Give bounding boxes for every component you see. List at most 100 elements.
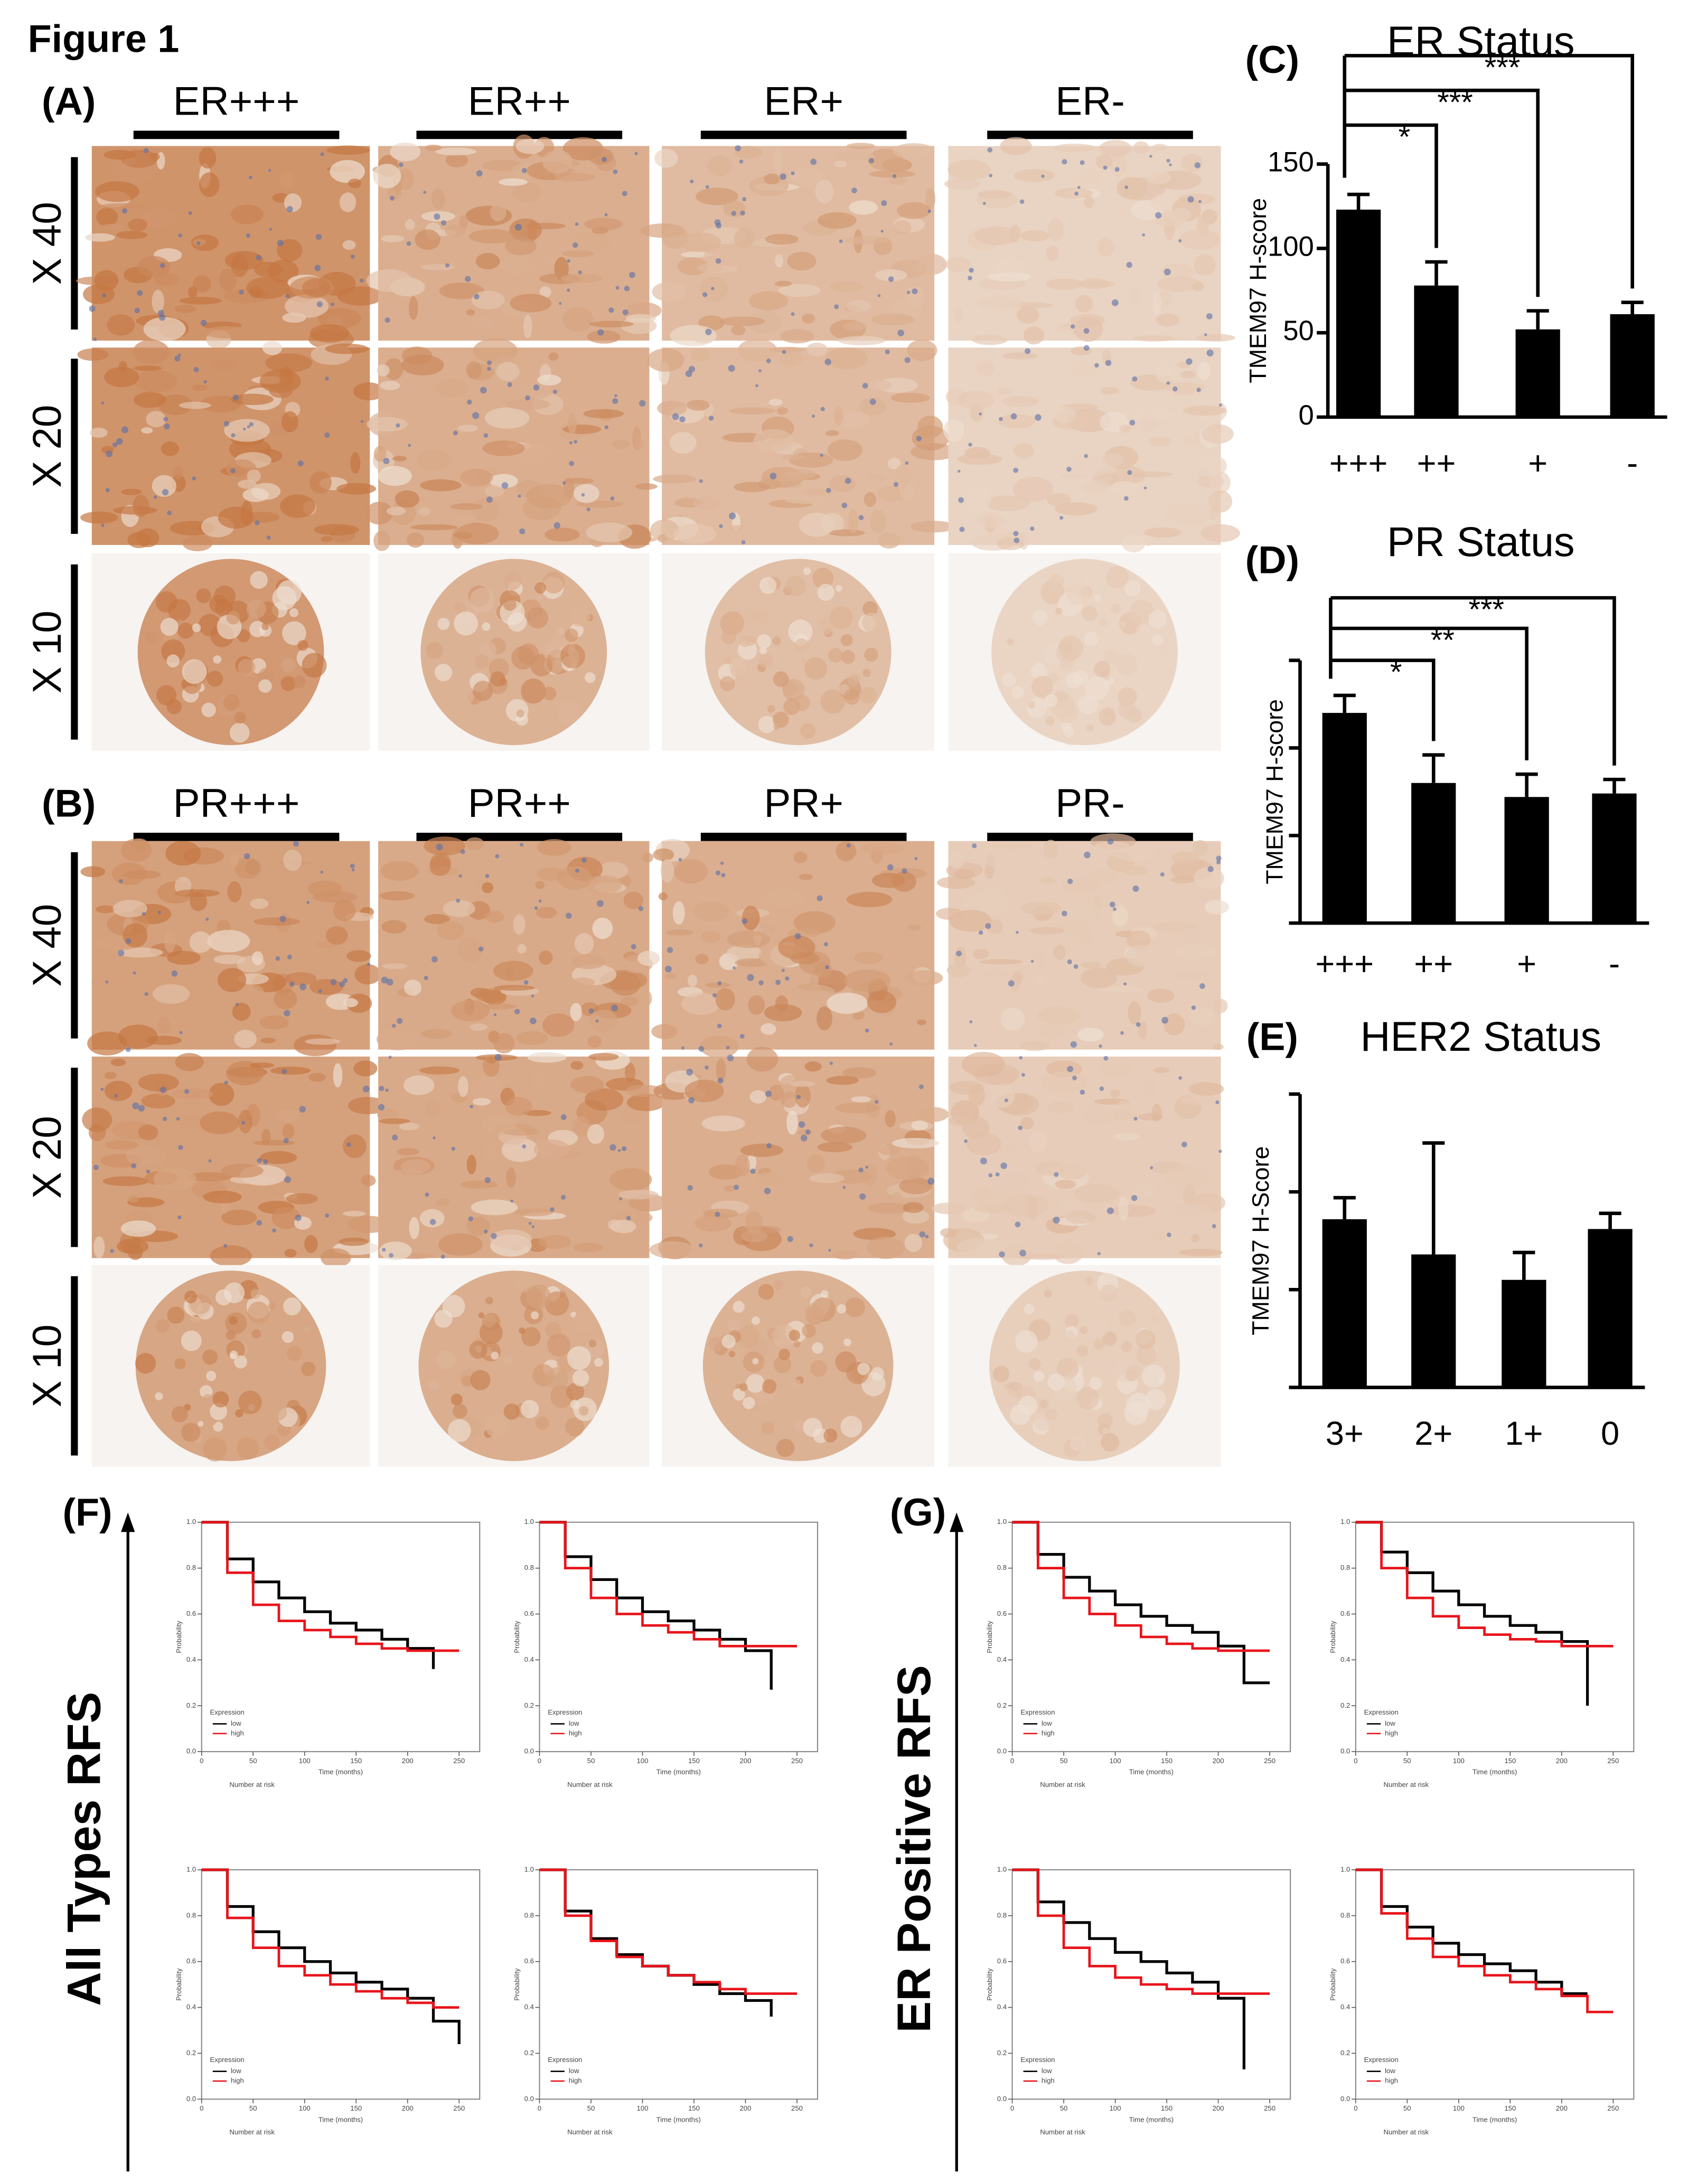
tissue-texture: [1066, 454, 1109, 478]
tissue-texture: [740, 1143, 784, 1157]
significance-label: ***: [1468, 593, 1504, 627]
tissue-texture: [1194, 254, 1216, 276]
micrograph: [376, 836, 660, 1054]
nucleus: [286, 205, 293, 213]
nucleus: [715, 870, 721, 876]
tissue-texture: [893, 143, 935, 158]
nucleus: [1070, 1041, 1077, 1048]
tissue-texture: [454, 611, 478, 636]
nucleus: [102, 293, 107, 298]
tissue-texture: [1053, 1242, 1083, 1264]
tissue-texture: [681, 993, 720, 1015]
tissue-texture: [409, 1217, 419, 1239]
tissue-texture: [817, 212, 857, 229]
tissue-texture: [832, 1250, 858, 1260]
tissue-texture: [1015, 1330, 1038, 1353]
tissue-texture: [293, 1034, 337, 1057]
tissue-texture: [1173, 945, 1218, 958]
nucleus: [1206, 349, 1214, 356]
tissue-texture: [482, 882, 494, 893]
tissue-texture: [482, 1314, 496, 1328]
tissue-texture: [862, 669, 871, 677]
tissue-texture: [1054, 502, 1098, 516]
legend-title: Expression: [1364, 2056, 1399, 2064]
tissue-texture: [436, 920, 465, 940]
nucleus: [731, 211, 737, 216]
tissue-texture: [1102, 1331, 1117, 1346]
nucleus: [467, 399, 472, 405]
legend-label: high: [1042, 1729, 1055, 1737]
tissue-texture: [436, 1350, 455, 1370]
tissue-texture: [790, 984, 835, 1000]
legend-title: Expression: [1364, 1708, 1399, 1716]
nucleus: [534, 906, 538, 910]
tissue-texture: [1030, 927, 1065, 935]
nucleus: [385, 1088, 389, 1092]
tissue-texture: [701, 1115, 745, 1132]
tissue-texture: [944, 178, 980, 190]
tissue-texture: [539, 950, 553, 965]
tissue-texture: [1047, 573, 1064, 590]
tissue-texture: [174, 304, 196, 314]
tissue-texture: [917, 416, 943, 439]
nucleus: [639, 400, 646, 407]
tissue-texture: [189, 931, 212, 953]
tissue-texture: [1047, 1373, 1065, 1391]
error-bar: [1599, 1211, 1621, 1229]
tissue-texture: [1136, 1329, 1156, 1349]
nucleus: [740, 210, 745, 216]
y-tick-label: 0.6: [524, 1957, 534, 1965]
tissue-texture: [825, 430, 839, 436]
tissue-texture: [715, 988, 735, 1011]
tissue-texture: [537, 374, 561, 386]
tissue-texture: [650, 519, 679, 542]
nucleus: [1099, 1086, 1104, 1091]
tissue-texture: [752, 1358, 759, 1364]
tissue-texture: [192, 384, 208, 391]
tissue-texture: [201, 702, 216, 718]
x-axis-label: Time (months): [1129, 1768, 1174, 1776]
nucleus: [284, 1176, 291, 1183]
nucleus: [389, 195, 395, 201]
tissue-texture: [373, 446, 387, 462]
x-tick-label: 200: [402, 1757, 414, 1765]
tissue-texture: [638, 989, 652, 1008]
tissue-texture: [471, 1199, 518, 1216]
tissue-texture: [1133, 335, 1175, 342]
y-axis-label: Probability: [1329, 1968, 1337, 2001]
nucleus: [1070, 324, 1075, 329]
tissue-texture: [343, 998, 359, 1008]
nucleus: [519, 843, 524, 847]
tissue-texture: [120, 839, 152, 862]
tissue-texture: [877, 532, 901, 549]
tissue-texture: [1136, 624, 1149, 636]
nucleus: [893, 482, 898, 487]
tissue-texture: [483, 1003, 517, 1010]
tissue-texture: [1152, 144, 1167, 151]
nucleus: [134, 307, 140, 314]
nucleus: [142, 911, 146, 916]
tissue-texture: [104, 366, 139, 388]
tissue-texture: [221, 1209, 257, 1226]
tissue-texture: [229, 1316, 238, 1325]
error-bar: [1603, 777, 1626, 794]
tissue-texture: [907, 340, 937, 361]
nucleus: [125, 938, 132, 944]
tissue-texture: [535, 881, 545, 889]
y-axis-label: TMEM97 H-score: [1262, 699, 1288, 884]
tissue-texture: [193, 275, 211, 293]
tissue-texture: [851, 1096, 871, 1103]
tissue-texture: [253, 917, 301, 926]
tissue-texture: [126, 1145, 166, 1166]
tissue-texture: [199, 172, 220, 197]
tissue-texture: [743, 1397, 755, 1409]
tissue-texture: [297, 640, 308, 651]
tissue-texture: [280, 494, 316, 518]
tissue-texture: [527, 1052, 567, 1063]
nucleus: [1074, 191, 1079, 196]
nucleus: [717, 981, 722, 985]
nucleus: [521, 167, 527, 173]
tissue-texture: [738, 635, 751, 647]
nucleus: [973, 1043, 977, 1047]
